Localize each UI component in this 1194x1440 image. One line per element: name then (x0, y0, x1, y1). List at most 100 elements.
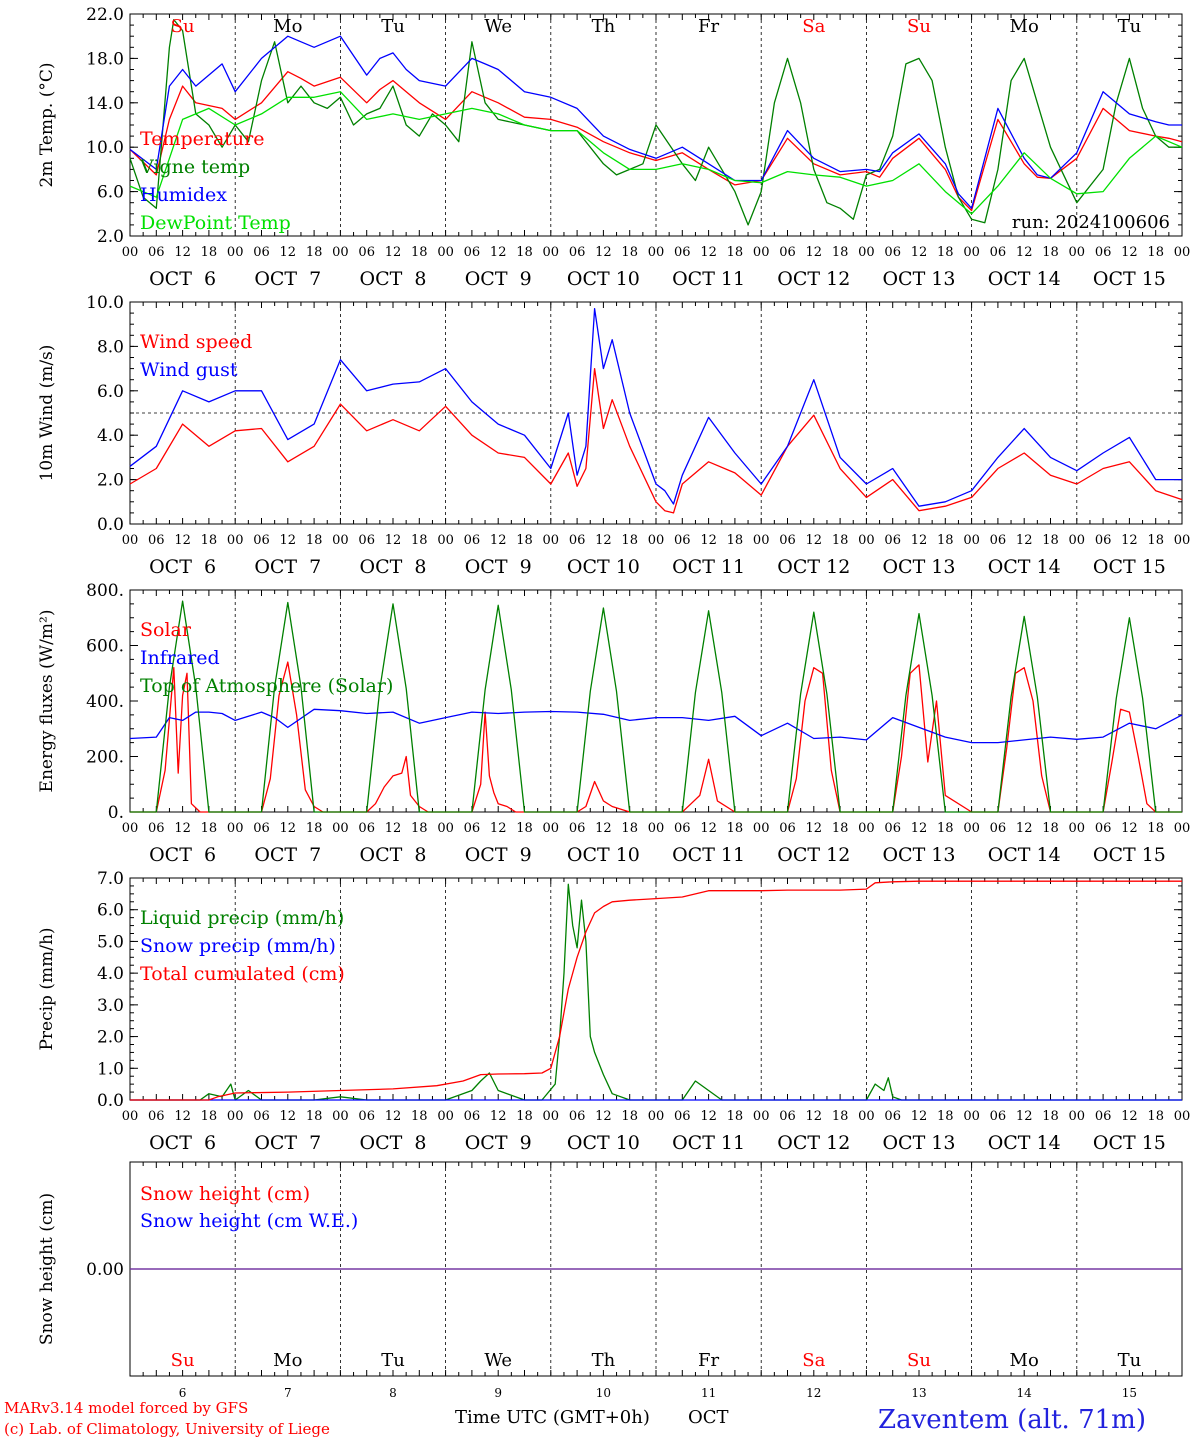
hour-tick-label: 00 (122, 1109, 139, 1124)
hour-tick-label: 06 (358, 533, 375, 548)
y-tick-label: 2.0 (97, 227, 124, 247)
hour-tick-label: 00 (1069, 533, 1086, 548)
hour-tick-label: 00 (437, 821, 454, 836)
hour-tick-label: 00 (332, 821, 349, 836)
hour-tick-label: 06 (1095, 245, 1112, 260)
y-tick-label: 200. (86, 748, 124, 768)
legend-snow-height-cm-w-e-: Snow height (cm W.E.) (140, 1210, 358, 1232)
day-name-label: Th (592, 1350, 616, 1371)
date-label: OCT 14 (988, 1132, 1061, 1154)
y-tick-label: 3.0 (97, 996, 124, 1016)
legend-liquid-precip-mm-h-: Liquid precip (mm/h) (140, 907, 344, 929)
hour-tick-label: 12 (806, 533, 823, 548)
day-number-label: 12 (806, 1386, 821, 1400)
date-label: OCT 15 (1093, 844, 1166, 866)
hour-tick-label: 00 (227, 821, 244, 836)
date-label: OCT 12 (777, 844, 850, 866)
y-tick-label: 7.0 (97, 869, 124, 889)
date-label: OCT 10 (567, 556, 640, 578)
day-name-label: Su (171, 1350, 195, 1371)
series-line-solar (130, 661, 1182, 813)
series-line-humidex (129, 35, 1182, 209)
hour-tick-label: 12 (806, 245, 823, 260)
day-name-label: Su (907, 16, 931, 37)
hour-tick-label: 00 (437, 1109, 454, 1124)
date-label: OCT 11 (672, 556, 745, 578)
hour-tick-label: 06 (148, 533, 165, 548)
hour-tick-label: 00 (858, 1109, 875, 1124)
day-name-label: Mo (273, 1350, 302, 1371)
date-label: OCT 7 (254, 556, 321, 578)
date-label: OCT 6 (149, 268, 216, 290)
hour-tick-label: 00 (963, 1109, 980, 1124)
hour-tick-label: 12 (1121, 245, 1138, 260)
hour-tick-label: 00 (1174, 821, 1191, 836)
day-name-label: Sa (802, 16, 825, 37)
hour-tick-label: 00 (437, 245, 454, 260)
y-tick-label: 2.0 (97, 471, 124, 491)
day-name-label: Su (171, 16, 195, 37)
hour-tick-label: 06 (884, 533, 901, 548)
hour-tick-label: 00 (543, 1109, 560, 1124)
hour-tick-label: 12 (1016, 533, 1033, 548)
day-name-label: Th (592, 16, 616, 37)
hour-tick-label: 06 (674, 245, 691, 260)
legend-temperature: Temperature (140, 128, 264, 150)
hour-tick-label: 18 (937, 1109, 954, 1124)
hour-tick-label: 18 (306, 1109, 323, 1124)
day-number-label: 13 (911, 1386, 926, 1400)
hour-tick-label: 00 (963, 821, 980, 836)
hour-tick-label: 12 (385, 245, 402, 260)
day-number-label: 8 (389, 1386, 397, 1400)
hour-tick-label: 00 (543, 245, 560, 260)
hour-tick-label: 06 (674, 821, 691, 836)
day-name-label: Mo (1010, 16, 1039, 37)
y-axis-label: Energy fluxes (W/m²) (37, 610, 57, 793)
hour-tick-label: 18 (516, 533, 533, 548)
legend-dewpoint-temp: DewPoint Temp (140, 212, 291, 234)
date-label: OCT 8 (360, 1132, 427, 1154)
hour-tick-label: 00 (963, 245, 980, 260)
hour-tick-label: 00 (1069, 821, 1086, 836)
hour-tick-label: 18 (201, 533, 218, 548)
hour-tick-label: 18 (201, 1109, 218, 1124)
date-label: OCT 12 (777, 556, 850, 578)
hour-tick-label: 00 (648, 245, 665, 260)
day-name-label: Sa (802, 1350, 825, 1371)
hour-tick-label: 18 (201, 821, 218, 836)
day-number-label: 7 (284, 1386, 292, 1400)
hour-tick-label: 18 (937, 533, 954, 548)
hour-tick-label: 00 (332, 533, 349, 548)
hour-tick-label: 12 (700, 245, 717, 260)
date-label: OCT 11 (672, 1132, 745, 1154)
hour-tick-label: 00 (332, 245, 349, 260)
date-label: OCT 11 (672, 268, 745, 290)
hour-tick-label: 18 (832, 1109, 849, 1124)
hour-tick-label: 06 (253, 245, 270, 260)
hour-tick-label: 18 (727, 533, 744, 548)
day-name-label: Tu (381, 1350, 405, 1371)
hour-tick-label: 12 (1121, 1109, 1138, 1124)
hour-tick-label: 12 (385, 1109, 402, 1124)
hour-tick-label: 06 (990, 821, 1007, 836)
y-tick-label: 400. (86, 692, 124, 712)
hour-tick-label: 18 (727, 245, 744, 260)
hour-tick-label: 00 (1069, 1109, 1086, 1124)
hour-tick-label: 00 (332, 1109, 349, 1124)
date-label: OCT 15 (1093, 268, 1166, 290)
hour-tick-label: 00 (963, 533, 980, 548)
hour-tick-label: 18 (621, 245, 638, 260)
hour-tick-label: 00 (543, 533, 560, 548)
hour-tick-label: 00 (122, 533, 139, 548)
hour-tick-label: 00 (858, 245, 875, 260)
hour-tick-label: 00 (648, 533, 665, 548)
hour-tick-label: 12 (280, 533, 297, 548)
date-label: OCT 8 (360, 556, 427, 578)
hour-tick-label: 18 (1042, 1109, 1059, 1124)
date-label: OCT 14 (988, 556, 1061, 578)
day-name-label: Fr (698, 1350, 719, 1371)
date-label: OCT 8 (360, 268, 427, 290)
hour-tick-label: 06 (674, 1109, 691, 1124)
legend-top-of-atmosphere-solar-: Top of Atmosphere (Solar) (140, 675, 393, 697)
